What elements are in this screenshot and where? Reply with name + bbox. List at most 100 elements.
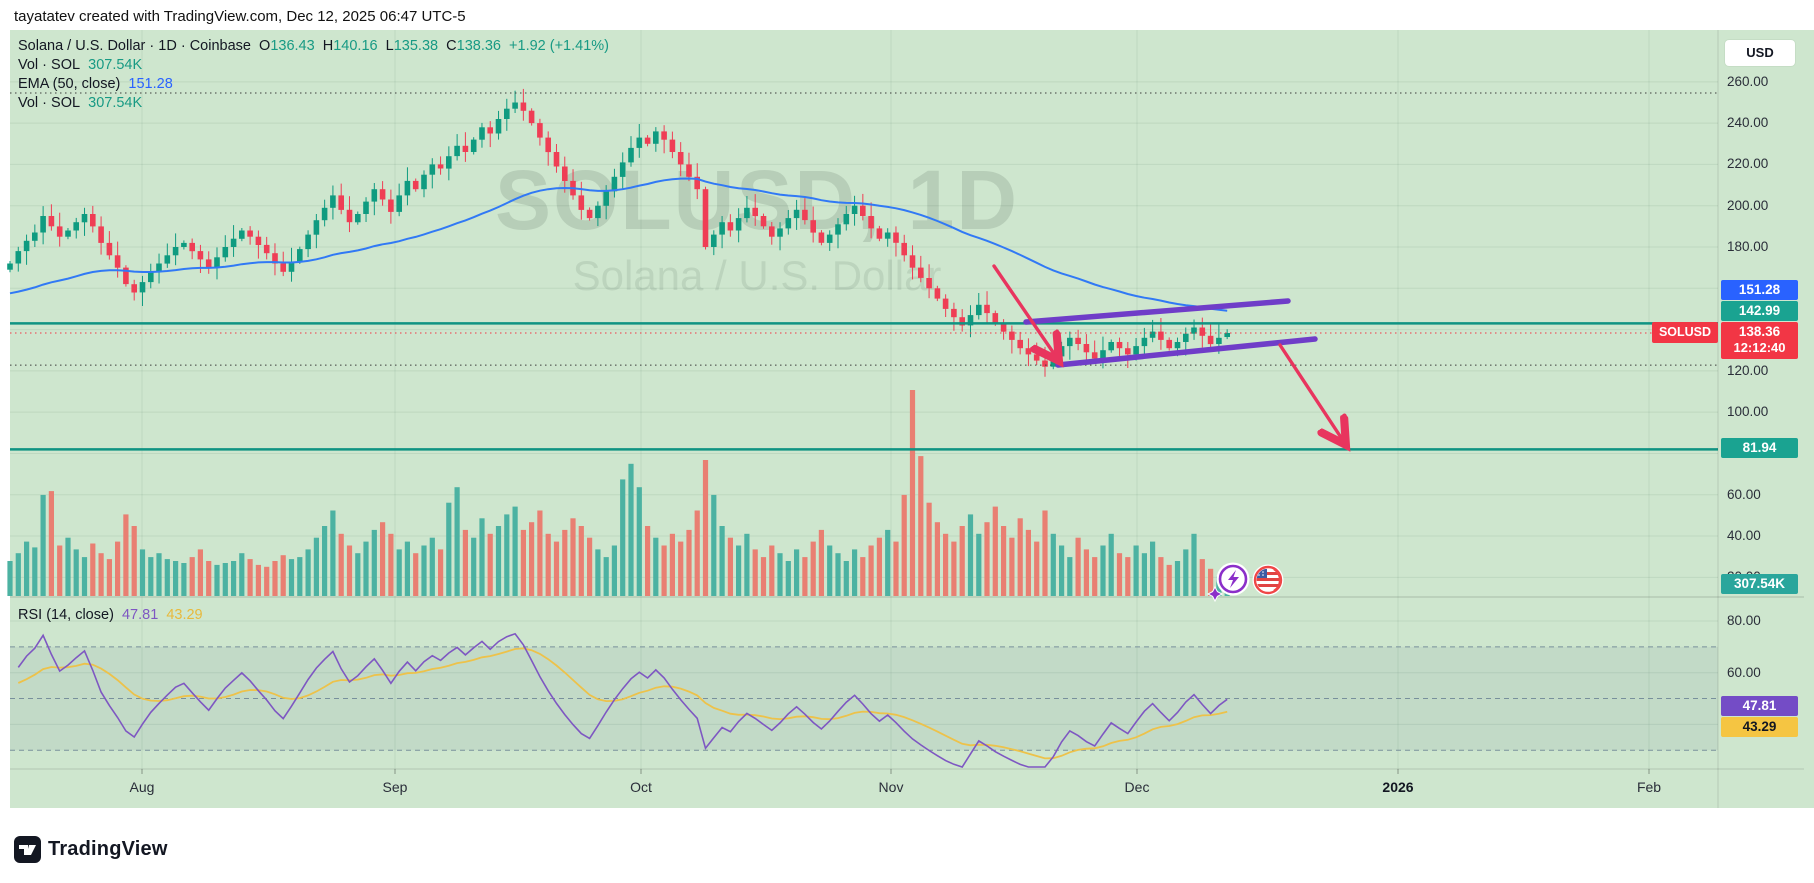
- candle-body: [32, 232, 38, 241]
- candle-body: [462, 145, 469, 152]
- candle-body: [1141, 337, 1148, 347]
- volume-bar: [951, 541, 957, 596]
- volume-bar: [943, 533, 949, 596]
- main-legend[interactable]: Solana / U.S. Dollar · 1D · Coinbase O13…: [18, 37, 609, 113]
- candle-body: [528, 110, 535, 124]
- interval-label[interactable]: 1D: [158, 38, 177, 54]
- trend-arrow[interactable]: [1278, 343, 1344, 442]
- high-value: 140.16: [333, 38, 378, 54]
- level-badge-142: 142.99: [1721, 301, 1798, 321]
- rsi-axis-label: 80.00: [1727, 613, 1761, 628]
- volume-bar: [860, 557, 866, 596]
- ema-value: 151.28: [128, 76, 173, 92]
- candle-body: [479, 127, 485, 140]
- last-price-badge: 138.36 12:12:40: [1721, 322, 1798, 359]
- candle-body: [586, 209, 593, 219]
- candle-body: [338, 195, 344, 210]
- candle-body: [909, 255, 916, 268]
- volume-bar: [785, 561, 791, 596]
- tradingview-logo[interactable]: TradingView: [14, 836, 168, 863]
- time-axis-label-oct[interactable]: Oct: [630, 779, 652, 795]
- candle-body: [1199, 327, 1206, 336]
- time-axis-label-feb[interactable]: Feb: [1636, 779, 1662, 795]
- symbol-title[interactable]: Solana / U.S. Dollar: [18, 38, 146, 54]
- candle-body: [73, 222, 79, 231]
- time-axis-label-2026[interactable]: 2026: [1382, 779, 1414, 795]
- volume-label[interactable]: Vol · SOL: [18, 57, 81, 73]
- candle-body: [818, 232, 825, 243]
- candle-body: [98, 226, 104, 243]
- time-axis-label-aug[interactable]: Aug: [129, 779, 155, 795]
- volume-bar: [363, 541, 369, 596]
- volume-bar: [495, 526, 502, 596]
- volume-bar: [818, 529, 824, 596]
- volume-bar: [15, 553, 21, 596]
- volume-bar: [322, 526, 328, 596]
- close-value: 138.36: [456, 38, 501, 54]
- volume-bar: [487, 533, 493, 596]
- volume-bar: [338, 533, 344, 596]
- volume-bar: [231, 561, 237, 596]
- ema-legend-row[interactable]: EMA (50, close) 151.28: [18, 75, 609, 94]
- candle-body: [553, 152, 560, 167]
- candle-body: [15, 251, 22, 264]
- ema-line[interactable]: [9, 177, 1228, 312]
- candle-body: [189, 242, 195, 252]
- volume-bar: [570, 518, 576, 596]
- candle-body: [868, 216, 874, 229]
- volume-bar: [429, 537, 435, 596]
- tradingview-logo-text: TradingView: [48, 838, 168, 860]
- time-axis-label-nov[interactable]: Nov: [878, 779, 904, 795]
- currency-toggle-button[interactable]: USD: [1725, 40, 1795, 66]
- volume-value-badge: 307.54K: [1721, 574, 1798, 594]
- ema-label[interactable]: EMA (50, close): [18, 76, 121, 92]
- rsi-ma-line[interactable]: [17, 647, 1228, 760]
- candle-body: [959, 317, 965, 326]
- rsi-line[interactable]: [17, 632, 1228, 768]
- candle-body: [454, 145, 460, 157]
- volume-bar: [852, 549, 858, 596]
- volume2-label[interactable]: Vol · SOL: [18, 95, 81, 111]
- candle-body: [702, 189, 709, 247]
- lightning-icon[interactable]: [1206, 562, 1250, 603]
- volume-bar: [744, 533, 750, 596]
- candle-body: [545, 137, 551, 153]
- volume-bar: [272, 561, 278, 596]
- trend-channel-line[interactable]: [1055, 336, 1318, 368]
- volume-bar: [421, 545, 427, 596]
- exchange-label[interactable]: Coinbase: [189, 38, 251, 54]
- symbol-legend-row[interactable]: Solana / U.S. Dollar · 1D · Coinbase O13…: [18, 37, 609, 56]
- volume-bar: [760, 557, 767, 596]
- us-flag-icon[interactable]: [1252, 564, 1284, 596]
- time-axis-label-sep[interactable]: Sep: [382, 779, 408, 795]
- volume-bar: [32, 547, 38, 596]
- candle-body: [752, 207, 758, 217]
- candle-body: [56, 226, 63, 237]
- rsi-legend[interactable]: RSI (14, close) 47.81 43.29: [18, 607, 203, 623]
- trend-channel-line[interactable]: [1023, 298, 1291, 325]
- time-axis-label-dec[interactable]: Dec: [1124, 779, 1150, 795]
- volume-bar: [479, 518, 485, 596]
- volume2-legend-row[interactable]: Vol · SOL 307.54K: [18, 94, 609, 113]
- candle-body: [1000, 323, 1007, 332]
- candle-body: [1075, 337, 1081, 344]
- candle-body: [1091, 352, 1098, 359]
- candle-body: [504, 108, 510, 119]
- trend-arrow[interactable]: [992, 264, 1057, 358]
- volume-bar: [885, 529, 891, 596]
- volume-bar: [512, 506, 518, 596]
- volume2-value: 307.54K: [88, 95, 143, 111]
- volume-bar: [81, 557, 88, 596]
- candle-body: [1100, 350, 1106, 359]
- volume-legend-row[interactable]: Vol · SOL 307.54K: [18, 56, 609, 75]
- candle-body: [719, 222, 725, 235]
- volume-bar: [1050, 533, 1056, 596]
- candle-body: [487, 127, 493, 134]
- candle-body: [470, 139, 477, 152]
- rsi-label[interactable]: RSI (14, close): [18, 607, 114, 623]
- candle-body: [65, 230, 71, 237]
- volume-bar: [288, 559, 295, 596]
- candle-body: [918, 267, 924, 278]
- volume-bar: [131, 526, 137, 596]
